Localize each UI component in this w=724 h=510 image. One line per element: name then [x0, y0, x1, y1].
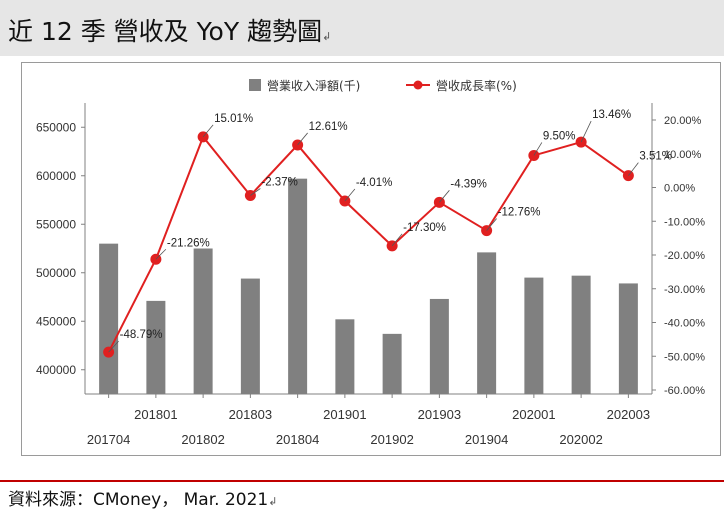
yoy-data-label-201802: 15.01% [214, 113, 253, 125]
bar-201903 [429, 298, 449, 394]
right-tick-label-1: 10.00% [664, 149, 702, 161]
x-tick-label-202002: 202002 [559, 432, 602, 447]
left-tick-label-2: 500000 [36, 266, 76, 280]
yoy-leader-1 [155, 248, 167, 260]
yoy-leader-4 [297, 132, 308, 146]
x-tick-label-201704: 201704 [87, 432, 130, 447]
paragraph-mark-icon: ↲ [322, 30, 332, 43]
source-divider [0, 480, 724, 482]
yoy-leader-9 [533, 142, 543, 156]
x-tick-label-201904: 201904 [465, 432, 508, 447]
x-tick-label-201803: 201803 [229, 407, 272, 422]
bar-201901 [335, 319, 355, 394]
bar-202003 [618, 283, 638, 394]
revenue-yoy-chart: 400000 450000 500000 550000 600000 650000 20.0… [36, 78, 705, 447]
yoy-leader-0 [108, 340, 119, 353]
yoy-leader-7 [439, 190, 450, 203]
right-tick-label-5: -30.00% [664, 284, 705, 296]
right-tick-label-8: -60.00% [664, 385, 705, 397]
bar-201804 [288, 178, 308, 394]
right-tick-label-3: -10.00% [664, 216, 705, 228]
x-tick-label-201902: 201902 [370, 432, 413, 447]
bar-202001 [524, 277, 544, 394]
yoy-data-label-201804: 12.61% [309, 121, 348, 133]
yoy-point-202002 [575, 136, 587, 148]
yoy-data-label-201704: -48.79% [120, 329, 163, 341]
bar-201802 [193, 248, 213, 394]
page-title-text: 近 12 季 營收及 YoY 趨勢圖 [8, 17, 323, 46]
page-title: 近 12 季 營收及 YoY 趨勢圖↲ [8, 12, 331, 48]
x-tick-label-201804: 201804 [276, 432, 319, 447]
x-tick-label-201903: 201903 [418, 407, 461, 422]
yoy-line [107, 134, 629, 353]
left-tick-label-4: 600000 [36, 169, 76, 183]
x-tick-label-201801: 201801 [134, 407, 177, 422]
yoy-leader-8 [486, 218, 497, 231]
yoy-leader-6 [391, 233, 403, 247]
yoy-data-label-202003: 3.51% [639, 151, 672, 163]
legend-bar-label: 營業收入淨額(千) [267, 79, 360, 93]
x-tick-label-201901: 201901 [323, 407, 366, 422]
legend-line-marker [413, 80, 423, 90]
yoy-leader-5 [344, 188, 356, 202]
bar-201803 [240, 278, 260, 394]
yoy-data-label-201903: -4.39% [450, 178, 486, 190]
yoy-data-label-201902: -17.30% [403, 222, 446, 234]
yoy-data-label-201803: -2.37% [261, 176, 297, 188]
bar-201801 [146, 300, 166, 394]
bar-201904 [477, 252, 497, 394]
right-tick-label-0: 20.00% [664, 115, 702, 127]
left-tick-label-5: 650000 [36, 120, 76, 134]
left-tick-label-3: 550000 [36, 217, 76, 231]
yoy-data-label-201904: -12.76% [498, 207, 541, 219]
x-tick-label-202003: 202003 [607, 407, 650, 422]
source-caption: 資料來源：CMoney， Mar. 2021↲ [8, 485, 277, 510]
yoy-data-label-202002: 13.46% [592, 109, 631, 121]
bar-201902 [382, 333, 402, 394]
yoy-leader-10 [580, 120, 592, 143]
right-tick-label-6: -40.00% [664, 318, 705, 330]
yoy-leader-3 [250, 188, 261, 196]
title-bar: 近 12 季 營收及 YoY 趨勢圖↲ [0, 0, 724, 56]
left-tick-label-1: 450000 [36, 314, 76, 328]
yoy-data-label-201801: -21.26% [167, 237, 210, 249]
right-tick-label-4: -20.00% [664, 250, 705, 262]
yoy-data-label-201901: -4.01% [356, 177, 392, 189]
bar-202002 [571, 275, 591, 394]
x-tick-label-201802: 201802 [181, 432, 224, 447]
yoy-leader-2 [202, 124, 214, 138]
yoy-data-label-202001: 9.50% [543, 130, 576, 142]
chart-frame: 400000 450000 500000 550000 600000 650000 20.0… [21, 62, 721, 456]
legend-bar-swatch [249, 79, 261, 91]
right-tick-label-7: -50.00% [664, 351, 705, 363]
x-tick-label-202001: 202001 [512, 407, 555, 422]
paragraph-mark-icon-2: ↲ [268, 495, 278, 508]
bar-201704 [99, 243, 119, 394]
yoy-leader-11 [628, 162, 639, 176]
source-text: 資料來源：CMoney， Mar. 2021 [8, 490, 269, 510]
left-tick-label-0: 400000 [36, 363, 76, 377]
right-tick-label-2: 0.00% [664, 183, 695, 195]
legend-line-label: 營收成長率(%) [436, 78, 517, 93]
